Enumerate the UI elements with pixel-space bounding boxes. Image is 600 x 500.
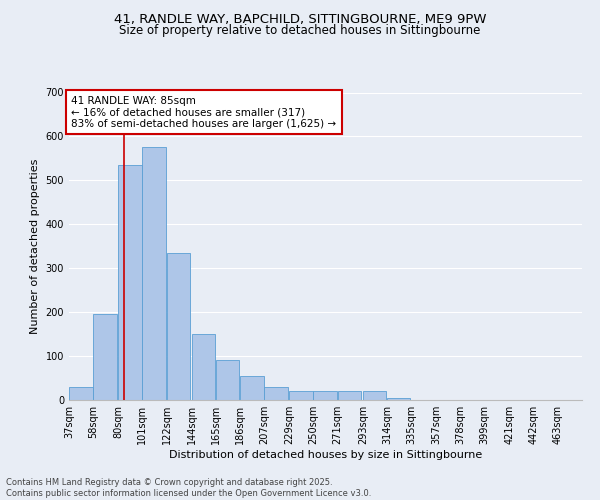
- Bar: [69, 387, 92, 400]
- Text: 41 RANDLE WAY: 85sqm
← 16% of detached houses are smaller (317)
83% of semi-deta: 41 RANDLE WAY: 85sqm ← 16% of detached h…: [71, 96, 337, 129]
- Bar: [192, 334, 215, 400]
- Bar: [240, 376, 263, 400]
- Bar: [142, 148, 166, 400]
- X-axis label: Distribution of detached houses by size in Sittingbourne: Distribution of detached houses by size …: [169, 450, 482, 460]
- Text: 41, RANDLE WAY, BAPCHILD, SITTINGBOURNE, ME9 9PW: 41, RANDLE WAY, BAPCHILD, SITTINGBOURNE,…: [114, 12, 486, 26]
- Bar: [363, 391, 386, 400]
- Bar: [338, 391, 361, 400]
- Bar: [93, 314, 116, 400]
- Bar: [313, 391, 337, 400]
- Bar: [118, 165, 142, 400]
- Text: Size of property relative to detached houses in Sittingbourne: Size of property relative to detached ho…: [119, 24, 481, 37]
- Bar: [289, 391, 313, 400]
- Bar: [264, 387, 287, 400]
- Y-axis label: Number of detached properties: Number of detached properties: [30, 158, 40, 334]
- Bar: [167, 253, 190, 400]
- Text: Contains HM Land Registry data © Crown copyright and database right 2025.
Contai: Contains HM Land Registry data © Crown c…: [6, 478, 371, 498]
- Bar: [387, 398, 410, 400]
- Bar: [216, 360, 239, 400]
